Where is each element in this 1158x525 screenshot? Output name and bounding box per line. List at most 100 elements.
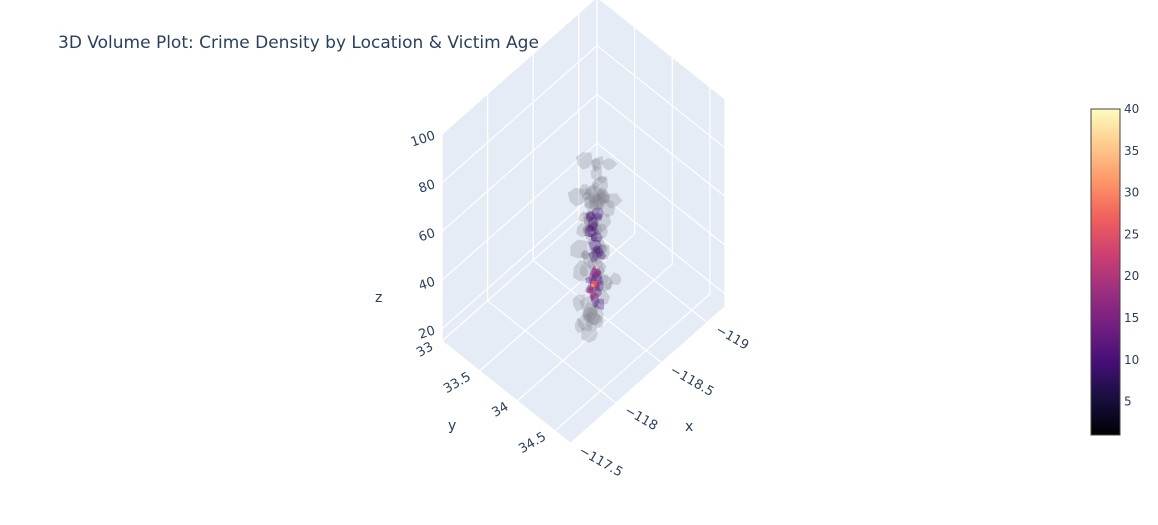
volume-low-fragment: [584, 194, 604, 213]
volume-low-fragment: [570, 239, 588, 259]
volume-low-fragment: [585, 227, 598, 242]
volume-low-fragment: [574, 317, 585, 334]
floor-pane: [442, 204, 725, 443]
volume-low-fragment: [599, 274, 614, 292]
volume-mid-fragment: [591, 207, 604, 219]
volume-low-fragment: [579, 264, 588, 277]
volume-low-fragment: [603, 158, 618, 171]
z-tick-label: 40: [417, 275, 437, 294]
volume-low-fragment: [584, 319, 593, 327]
volume-low-fragment: [586, 185, 597, 198]
volume-mid-fragment: [593, 245, 601, 254]
volume-low-fragment: [598, 244, 607, 253]
volume-low-fragment: [584, 184, 606, 204]
volume-low-fragment: [596, 244, 610, 260]
back-right-pane: [597, 0, 725, 306]
back-left-pane: [442, 0, 597, 341]
volume-low-fragment: [579, 296, 599, 318]
volume-low-fragment: [597, 189, 608, 203]
volume-high-fragment: [588, 287, 595, 293]
volume-low-fragment: [593, 223, 609, 239]
x-tick-label: −118: [622, 403, 660, 434]
y-gridline: [516, 57, 673, 402]
volume-mid-fragment: [585, 210, 596, 224]
z-tick-label: 100: [409, 129, 437, 151]
colorbar-tick-label: 25: [1124, 227, 1139, 241]
volume-low-fragment: [572, 294, 585, 312]
volume-low-fragment: [581, 325, 598, 343]
volume-low-fragment: [602, 193, 623, 209]
volume-low-fragment: [582, 225, 591, 234]
x-tick-label: −119: [713, 323, 751, 354]
volume-low-fragment: [589, 198, 600, 208]
volume-low-fragment: [578, 211, 591, 223]
volume-low-fragment: [584, 223, 595, 234]
volume-low-fragment: [590, 166, 602, 182]
volume-low-fragment: [604, 283, 612, 291]
colorbar-tick-label: 40: [1124, 102, 1139, 116]
z-tick-label: 20: [417, 323, 437, 342]
volume-high-fragment: [592, 265, 597, 271]
volume-low-fragment: [578, 314, 594, 332]
volume-low-fragment: [592, 313, 604, 328]
y-tick-label: 33: [414, 339, 436, 360]
volume-low-fragment: [576, 222, 589, 237]
volume-low-fragment: [583, 311, 595, 323]
volume-low-fragment: [575, 152, 593, 170]
z-gridline: [441, 191, 726, 330]
volume-low-fragment: [589, 192, 606, 211]
volume-low-fragment: [608, 272, 622, 285]
volume-low-fragment: [591, 246, 600, 255]
volume-low-fragment: [582, 225, 591, 233]
volume-low-fragment: [573, 259, 595, 282]
volume-low-fragment: [581, 301, 598, 321]
volume-low-fragment: [584, 188, 592, 196]
volume-mid-fragment: [586, 224, 594, 232]
volume-high-fragment: [589, 295, 595, 301]
x-axis-title: x: [685, 419, 693, 435]
y-tick-label: 33.5: [441, 369, 474, 396]
x-tick-label: −117.5: [576, 443, 625, 480]
volume-low-fragment: [592, 158, 601, 171]
volume-low-fragment: [590, 245, 605, 261]
volume-high-fragment: [594, 274, 599, 279]
volume-low-fragment: [579, 184, 589, 197]
volume-mid-fragment: [593, 212, 603, 221]
colorbar-tick-label: 10: [1124, 353, 1139, 367]
colorbar: 5 10 15 20 25 30 35 40: [1090, 102, 1139, 436]
volume-peak-fragment: [590, 283, 595, 288]
volume-low-fragment: [585, 215, 599, 232]
volume-mid-fragment: [594, 247, 604, 258]
z-gridline: [441, 0, 726, 135]
volume-mid-fragment: [590, 233, 598, 242]
volume-low-fragment: [599, 198, 615, 218]
volume-mid-fragment: [586, 211, 595, 221]
y-tick-label: 34.5: [516, 429, 549, 456]
volume-low-fragment: [580, 250, 589, 260]
x-tick-label: −118.5: [667, 363, 716, 400]
volume-low-fragment: [583, 214, 596, 228]
volume-low-fragment: [591, 248, 603, 261]
volume-low-fragment: [598, 175, 607, 184]
z-tick-label: 80: [417, 177, 437, 196]
volume-low-fragment: [582, 306, 601, 326]
colorbar-tick-label: 35: [1124, 144, 1139, 158]
volume-mid-fragment: [591, 227, 599, 236]
volume-mid-fragment: [590, 221, 598, 229]
z-gridline: [441, 93, 726, 232]
colorbar-tick-label: 5: [1124, 395, 1132, 409]
y-tick-label: 34: [489, 399, 511, 420]
volume-low-fragment: [596, 259, 604, 269]
z-axis-title: z: [375, 290, 382, 306]
volume-low-fragment: [582, 252, 600, 269]
volume-low-fragment: [592, 224, 602, 234]
volume-mid-fragment: [588, 239, 602, 253]
y-gridline: [554, 87, 711, 432]
y-gridline: [479, 27, 636, 372]
y-gridline: [441, 0, 598, 342]
volume-low-fragment: [586, 236, 606, 257]
volume-low-fragment: [582, 212, 600, 229]
volume-low-fragment: [598, 191, 611, 204]
